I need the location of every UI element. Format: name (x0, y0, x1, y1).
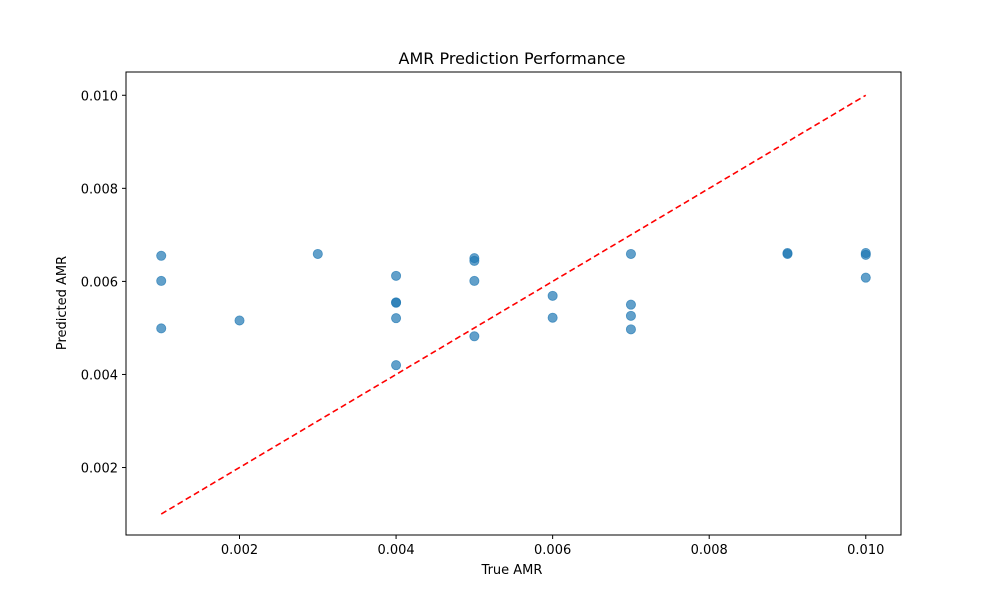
y-tick-label: 0.002 (81, 462, 118, 477)
x-tick-label: 0.006 (534, 543, 571, 558)
plot-frame (125, 71, 902, 536)
reference-line (160, 94, 867, 515)
data-point (156, 250, 167, 261)
data-point (391, 270, 402, 281)
x-tick-label: 0.010 (847, 543, 884, 558)
data-point (234, 315, 245, 326)
data-point (391, 297, 402, 308)
y-tick-label: 0.008 (81, 182, 118, 197)
data-point (625, 248, 636, 259)
data-point (469, 255, 480, 266)
data-point (469, 331, 480, 342)
x-tick-label: 0.004 (377, 543, 414, 558)
data-point (156, 323, 167, 334)
data-point (391, 360, 402, 371)
chart-title: AMR Prediction Performance (399, 49, 626, 68)
y-axis-ticks: 0.002 0.004 0.006 0.008 0.010 (81, 89, 126, 477)
x-axis-ticks: 0.002 0.004 0.006 0.008 0.010 (221, 535, 884, 558)
data-point (391, 313, 402, 324)
data-point (156, 275, 167, 286)
data-point (860, 272, 871, 283)
y-tick-label: 0.004 (81, 368, 118, 383)
y-tick-label: 0.010 (81, 89, 118, 104)
data-point (547, 312, 558, 323)
data-point (782, 248, 793, 259)
data-point (625, 299, 636, 310)
x-axis-label: True AMR (481, 563, 543, 578)
x-tick-label: 0.008 (691, 543, 728, 558)
data-point (547, 290, 558, 301)
data-points (156, 248, 871, 371)
x-tick-label: 0.002 (221, 543, 258, 558)
data-point (312, 248, 323, 259)
data-point (625, 310, 636, 321)
data-point (860, 249, 871, 260)
y-tick-label: 0.006 (81, 275, 118, 290)
data-point (625, 324, 636, 335)
y-axis-label: Predicted AMR (55, 256, 70, 350)
data-point (469, 275, 480, 286)
